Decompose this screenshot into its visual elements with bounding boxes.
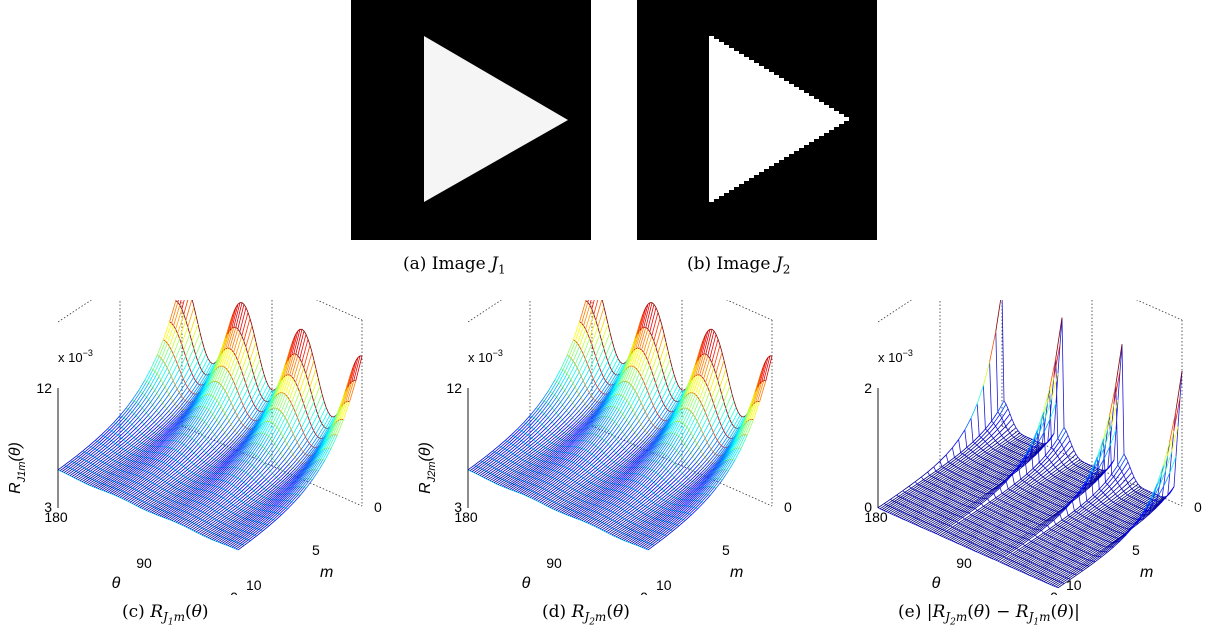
m-tick-0: 0 (374, 499, 382, 515)
z-tick-min: 3 (44, 499, 52, 515)
surface-plot-d: 3 12 x 10−3 180 90 0 θ 0 5 10 m RJ2m(θ) (417, 300, 792, 595)
z-tick-min: 3 (454, 499, 462, 515)
caption-b: (b) Image J2 (687, 254, 791, 277)
theta-axis-label: θ (522, 575, 531, 592)
caption-a: (a) Image J1 (403, 254, 506, 277)
z-tick-max: 2 (864, 380, 872, 396)
theta-tick-90: 90 (956, 555, 972, 571)
theta-tick-180: 180 (454, 509, 478, 525)
exponent-label: x 10−3 (58, 348, 93, 365)
tick-labels: 3 12 x 10−3 180 90 0 θ 0 5 10 m (446, 348, 792, 595)
surface-plot-e: 0 2 x 10−3 180 90 0 θ 0 5 10 m (864, 300, 1202, 595)
m-axis-label: m (320, 564, 333, 581)
triangle-j1 (424, 36, 568, 202)
axes-box (467, 300, 773, 507)
triangle-j2 (709, 36, 849, 202)
z-tick-max: 12 (36, 380, 52, 396)
theta-axis-label: θ (932, 575, 941, 592)
axes-box (57, 300, 363, 507)
surface-plot-c: 3 12 x 10−3 180 90 0 θ 0 5 10 m RJ1m(θ) (7, 300, 382, 595)
surface-mesh (467, 300, 773, 551)
theta-axis-label: θ (112, 575, 121, 592)
caption-e: (e) |RJ2m(θ) − RJ1m(θ)| (898, 602, 1080, 628)
m-tick-0: 0 (1194, 499, 1202, 515)
theta-tick-0: 0 (640, 589, 648, 595)
theta-tick-0: 0 (1050, 589, 1058, 595)
caption-d: (d) RJ2m(θ) (542, 602, 630, 628)
m-tick-10: 10 (1066, 577, 1082, 593)
theta-tick-180: 180 (864, 509, 888, 525)
theta-tick-180: 180 (44, 509, 68, 525)
surface-mesh (877, 300, 1183, 589)
z-axis-label: RJ2m(θ) (417, 442, 438, 494)
theta-tick-0: 0 (230, 589, 238, 595)
z-tick-min: 0 (864, 499, 872, 515)
caption-c: (c) RJ1m(θ) (122, 602, 209, 628)
m-tick-0: 0 (784, 499, 792, 515)
m-tick-10: 10 (246, 577, 262, 593)
m-tick-5: 5 (312, 542, 320, 558)
m-axis-label: m (1140, 564, 1153, 581)
triangle-j2-shape (709, 36, 849, 202)
theta-tick-90: 90 (136, 555, 152, 571)
m-tick-10: 10 (656, 577, 672, 593)
theta-tick-90: 90 (546, 555, 562, 571)
exponent-label: x 10−3 (878, 348, 913, 365)
m-tick-5: 5 (1132, 542, 1140, 558)
exponent-label: x 10−3 (468, 348, 503, 365)
z-tick-max: 12 (446, 380, 462, 396)
image-j1 (351, 0, 591, 240)
m-axis-label: m (730, 564, 743, 581)
m-tick-5: 5 (722, 542, 730, 558)
surface-mesh (57, 300, 363, 551)
z-axis-label: RJ1m(θ) (7, 442, 28, 494)
image-j2 (637, 0, 877, 240)
tick-labels: 3 12 x 10−3 180 90 0 θ 0 5 10 m (36, 348, 382, 595)
